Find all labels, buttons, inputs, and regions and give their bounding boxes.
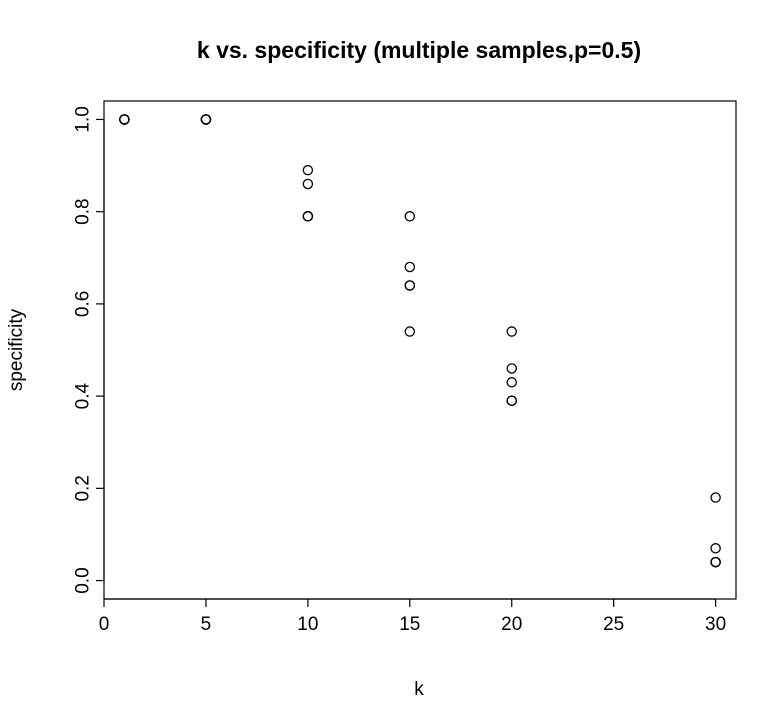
y-axis: 0.0 0.2 0.4 0.6 0.8 1.0 <box>73 106 105 594</box>
data-point <box>506 377 517 388</box>
plot-frame <box>103 100 737 600</box>
data-point <box>710 492 721 503</box>
data-point <box>119 114 130 125</box>
y-tick-label: 0.0 <box>73 567 94 593</box>
x-tick-label: 20 <box>501 614 522 635</box>
data-point <box>506 363 517 374</box>
data-point <box>200 114 212 125</box>
x-tick-label: 30 <box>705 614 726 635</box>
x-axis-label: k <box>414 679 424 700</box>
y-tick-label: 0.4 <box>73 382 94 409</box>
y-axis-label: specificity <box>6 308 27 391</box>
chart-title: k vs. specificity (multiple samples,p=0.… <box>197 37 641 63</box>
data-point <box>710 543 721 554</box>
data-point <box>404 326 416 337</box>
x-tick-label: 15 <box>399 614 420 635</box>
data-point <box>506 326 517 337</box>
y-tick-label: 1.0 <box>73 106 94 132</box>
x-axis: 0 5 10 15 20 25 30 <box>99 598 726 635</box>
data-point <box>710 556 721 568</box>
y-tick-label: 0.6 <box>73 291 94 317</box>
data-point <box>404 261 416 273</box>
data-point <box>302 178 314 190</box>
y-tick-label: 0.8 <box>73 198 94 224</box>
data-point <box>302 164 314 176</box>
x-tick-label: 10 <box>297 614 318 635</box>
data-point <box>404 280 416 291</box>
data-point <box>506 395 517 406</box>
x-tick-label: 5 <box>201 614 212 635</box>
data-points <box>119 114 721 568</box>
x-tick-label: 25 <box>603 614 624 635</box>
data-point <box>302 211 314 222</box>
x-tick-label: 0 <box>99 614 110 635</box>
data-point <box>404 211 416 222</box>
y-tick-label: 0.2 <box>73 475 94 501</box>
